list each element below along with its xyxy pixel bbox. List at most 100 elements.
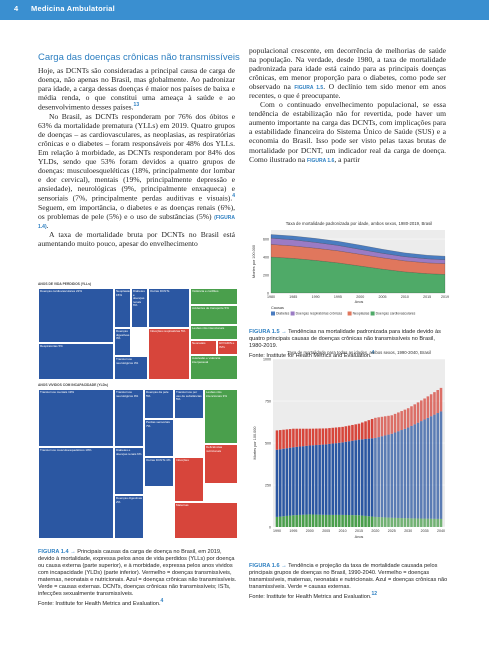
paragraph: Com o continuado envelhecimento populaci… [249,100,446,164]
bar-segment [315,445,318,515]
bar-segment [393,517,397,527]
bar-segment [275,516,279,527]
bar-segment [334,427,338,444]
x-tick-label: 2040 [437,529,445,533]
bar-segment [341,426,344,443]
bar-segment [331,514,335,527]
figure-link[interactable]: FIGURA 1.5 [294,85,324,92]
bar-segment [439,387,443,412]
x-tick-label: 2019 [441,295,449,299]
x-axis-label: Anos [355,535,364,539]
bar-segment [397,412,400,432]
running-title: Medicina Ambulatorial [31,4,115,13]
bar-segment [429,416,433,519]
bar-segment [374,516,377,527]
treemap-cell: Lesões não intencionais [190,325,238,340]
paragraph: No Brasil, as DCNTs responderam por 76% … [38,111,235,230]
bar-segment [321,514,325,527]
y-tick-label: 0 [267,291,269,295]
bar-segment [347,425,351,442]
legend-swatch [290,311,295,316]
treemap-cell: Perdas sensoriais 7% [144,419,174,457]
bar-segment [426,518,430,527]
treemap-cell: Maternas [174,502,238,539]
bar-segment [423,419,426,519]
bar-segment [282,448,285,517]
bar-segment [295,515,298,527]
x-tick-label: 1980 [267,295,275,299]
bar-segment [416,402,420,423]
bar-segment [403,428,407,519]
bar-segment [328,443,331,515]
bar-segment [324,428,328,445]
bar-segment [285,515,289,527]
bar-segment [370,516,374,527]
area-series [270,234,446,260]
treemap-cell: Doenças digestivas 2% [114,495,144,539]
bar-segment [344,426,348,442]
legend-label: Doenças cardiovasculares [376,312,416,316]
bar-segment [429,518,433,527]
bar-segment [436,413,440,519]
figure-1-6-chart: Taxa de mortalidade para todas as idades… [253,350,445,539]
y-axis-label: Mortes por 100.000 [252,245,256,278]
bar-segment [275,430,279,450]
bar-segment [298,514,302,527]
treemap-cell: Violência e conflitos [190,288,238,305]
x-tick-label: 2010 [339,529,347,533]
bar-segment [380,517,384,527]
bar-segment [351,424,354,441]
bar-segment [374,437,377,517]
treemap-cell: Neonatais [190,340,217,355]
treemap-cell: Lesões não intencionais 3% [204,389,238,444]
treemap-cell: Outras DCNTs [148,288,190,328]
bar-segment [410,425,413,519]
bar-segment [328,428,331,444]
bar-segment [360,439,364,516]
bar-segment [298,428,302,447]
bar-segment [278,449,282,517]
treemap-cell: Outras DCNTs 4% [144,457,174,487]
bar-segment [311,514,315,527]
treemap-cell: Respiratórias 5% [38,343,114,380]
bar-segment [387,434,390,518]
treemap-cell: Infecções respiratórias 5% [148,328,190,380]
bar-segment [367,420,371,439]
bar-segment [292,447,295,516]
x-tick-label: 2000 [306,529,314,533]
figure-link[interactable]: FIGURA 1.6 [307,157,335,164]
bar-segment [377,437,380,518]
bar-segment [334,443,338,515]
bar-segment [285,448,289,516]
bar-segment [347,441,351,516]
bar-segment [393,432,397,518]
bar-segment [321,428,325,445]
yll-treemap-label: ANOS DE VIDA PERDIDOS (YLLs) [38,282,91,286]
treemap-cell: Diabetes e doenças renais 6% [114,447,144,495]
bar-segment [364,515,367,527]
bar-segment [420,518,423,527]
y-tick-label: 1000 [263,357,271,361]
x-tick-label: 2015 [355,529,363,533]
bar-segment [390,433,394,518]
bar-segment [377,517,380,527]
bar-segment [370,418,374,439]
bar-segment [311,428,315,446]
bar-segment [400,518,403,527]
bar-segment [318,444,321,515]
bar-segment [416,518,420,527]
bar-segment [338,442,341,515]
legend-label: Diabetes [276,312,290,316]
paragraph: populacional crescente, em decorrência d… [249,46,446,101]
figure-link[interactable]: (FIGURA 1.4) [38,214,235,230]
treemap-cell: HIV/AIDS e ISTs [217,340,238,355]
bar-segment [433,414,436,519]
bar-segment [420,421,423,519]
x-tick-label: 2010 [401,295,409,299]
x-tick-label: 1990 [312,295,320,299]
bar-segment [354,515,358,527]
y-tick-label: 200 [263,273,269,277]
bar-segment [341,514,344,527]
y-axis-label: Mortes por 100.000 [253,427,257,460]
bar-segment [403,409,407,429]
